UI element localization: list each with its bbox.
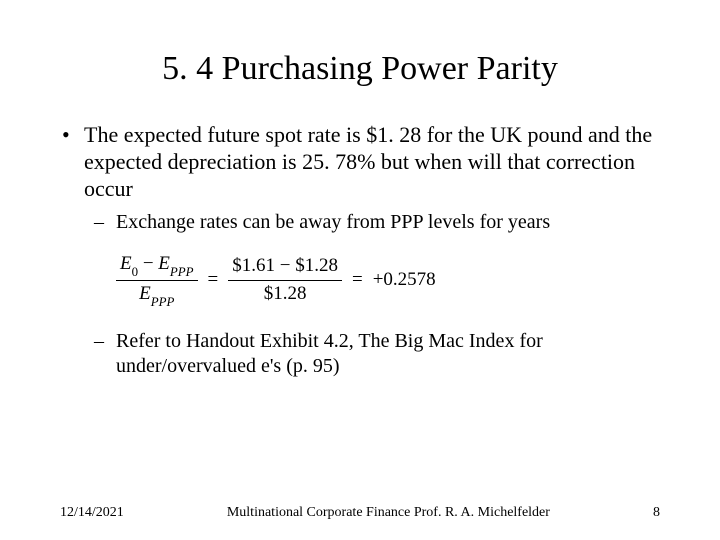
footer-page-number: 8 xyxy=(653,505,660,521)
eq-lhs-num-Eppp: EPPP xyxy=(158,253,193,274)
bullet-sub-1: Exchange rates can be away from PPP leve… xyxy=(116,210,660,235)
eq-lhs-num-E0: E0 xyxy=(120,253,138,274)
footer-center: Multinational Corporate Finance Prof. R.… xyxy=(144,505,633,522)
eq-equals-2: = xyxy=(352,269,363,291)
bullet-main: The expected future spot rate is $1. 28 … xyxy=(84,122,660,202)
eq-rhs: +0.2578 xyxy=(373,269,436,291)
equation: E0 − EPPP EPPP = $1.61 − $1.28 $1.28 = +… xyxy=(116,253,660,307)
eq-mid-fraction: $1.61 − $1.28 $1.28 xyxy=(228,255,342,306)
eq-lhs-fraction: E0 − EPPP EPPP xyxy=(116,253,198,307)
footer: 12/14/2021 Multinational Corporate Finan… xyxy=(0,505,720,522)
slide-container: 5. 4 Purchasing Power Parity The expecte… xyxy=(0,0,720,540)
bullet-sub-2: Refer to Handout Exhibit 4.2, The Big Ma… xyxy=(116,329,660,379)
footer-date: 12/14/2021 xyxy=(60,505,124,521)
eq-equals-1: = xyxy=(208,269,219,291)
slide-title: 5. 4 Purchasing Power Parity xyxy=(60,50,660,88)
eq-lhs-den: EPPP xyxy=(139,283,174,304)
